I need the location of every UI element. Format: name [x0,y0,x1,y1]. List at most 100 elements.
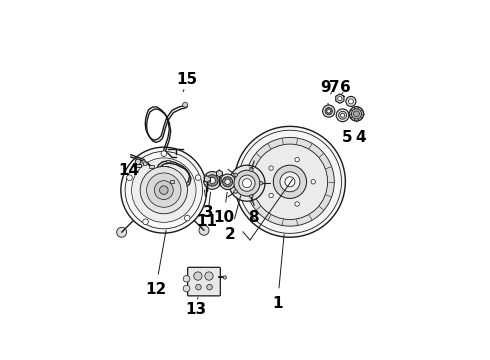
Circle shape [215,176,217,178]
Circle shape [185,215,190,221]
Circle shape [234,173,237,177]
Circle shape [336,109,349,122]
Circle shape [339,111,346,119]
Text: 1: 1 [272,234,284,311]
Circle shape [199,225,209,235]
Text: 6: 6 [340,80,351,95]
Circle shape [224,178,226,180]
Circle shape [327,108,329,109]
Circle shape [140,166,188,214]
Circle shape [326,109,327,111]
Text: 15: 15 [177,72,198,92]
Circle shape [223,181,224,183]
Polygon shape [217,170,222,177]
Circle shape [330,108,331,109]
Circle shape [142,160,146,164]
Circle shape [222,177,233,187]
Circle shape [325,107,332,115]
Polygon shape [336,94,344,103]
Text: 13: 13 [185,297,206,317]
Circle shape [346,96,356,107]
Circle shape [208,183,210,185]
Circle shape [207,284,212,290]
Circle shape [160,186,168,194]
Circle shape [161,151,167,156]
Circle shape [230,181,232,183]
Circle shape [127,175,132,180]
Circle shape [234,170,260,196]
Circle shape [143,219,148,225]
Circle shape [227,185,228,186]
Circle shape [196,284,201,290]
Text: 8: 8 [248,197,259,225]
Circle shape [229,184,231,185]
Circle shape [273,165,307,198]
Circle shape [295,157,299,162]
Circle shape [269,166,273,170]
Text: 12: 12 [145,230,166,297]
Text: 11: 11 [196,192,217,229]
Circle shape [338,96,342,101]
Circle shape [234,190,237,193]
Circle shape [203,172,221,189]
Circle shape [147,173,181,207]
Circle shape [252,144,328,220]
Circle shape [341,113,344,117]
Circle shape [243,179,251,188]
Circle shape [215,183,217,185]
Bar [170,180,174,183]
Circle shape [207,179,209,181]
Text: 5: 5 [342,122,352,145]
Bar [135,163,141,167]
Bar [166,159,170,162]
Circle shape [205,272,213,280]
Circle shape [117,227,126,237]
Circle shape [249,195,253,198]
Circle shape [121,147,207,233]
Circle shape [348,99,353,104]
Circle shape [225,179,230,185]
Circle shape [249,168,253,172]
Circle shape [351,109,362,119]
Circle shape [311,180,316,184]
Circle shape [183,102,188,107]
Circle shape [220,174,235,190]
Text: 14: 14 [119,163,140,178]
Circle shape [322,105,335,117]
Circle shape [269,193,273,198]
Circle shape [349,107,364,121]
Circle shape [132,158,196,222]
Circle shape [183,285,190,292]
Circle shape [125,152,202,229]
Text: 9: 9 [320,80,331,105]
Circle shape [211,175,213,177]
Circle shape [229,165,265,201]
Circle shape [238,130,342,233]
Bar [149,165,153,168]
Circle shape [208,176,210,178]
Circle shape [196,175,201,180]
Circle shape [327,113,329,114]
Circle shape [154,181,173,199]
Text: 10: 10 [213,192,234,225]
Circle shape [209,177,216,184]
Text: 3: 3 [203,190,214,220]
Circle shape [235,126,345,237]
Circle shape [194,272,202,280]
Text: 7: 7 [329,80,340,95]
Circle shape [285,177,295,187]
Circle shape [295,202,299,206]
Circle shape [229,178,231,180]
FancyBboxPatch shape [188,267,221,296]
Text: 4: 4 [355,121,366,145]
Circle shape [143,162,147,166]
Circle shape [239,175,255,191]
Circle shape [183,275,190,282]
Circle shape [327,109,331,113]
Polygon shape [204,176,210,183]
Circle shape [227,177,228,179]
Circle shape [259,181,263,185]
Circle shape [216,179,218,181]
Circle shape [280,172,300,192]
Circle shape [207,175,218,186]
